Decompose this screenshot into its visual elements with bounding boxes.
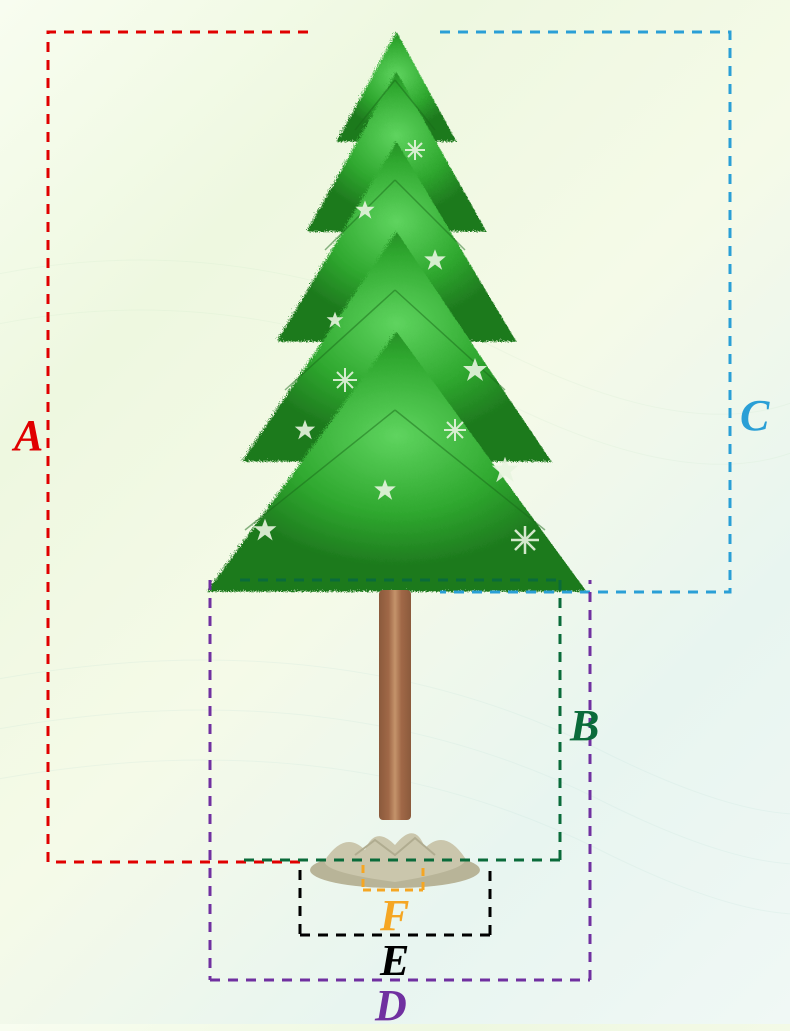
tree-base bbox=[305, 800, 485, 890]
label-d: D bbox=[375, 980, 407, 1031]
label-f: F bbox=[380, 890, 409, 941]
tree-trunk bbox=[379, 590, 411, 820]
label-a: A bbox=[14, 410, 43, 461]
label-c: C bbox=[740, 390, 769, 441]
label-b: B bbox=[570, 700, 599, 751]
label-e: E bbox=[380, 935, 409, 986]
tree-foliage bbox=[185, 30, 605, 590]
christmas-tree bbox=[185, 30, 605, 590]
